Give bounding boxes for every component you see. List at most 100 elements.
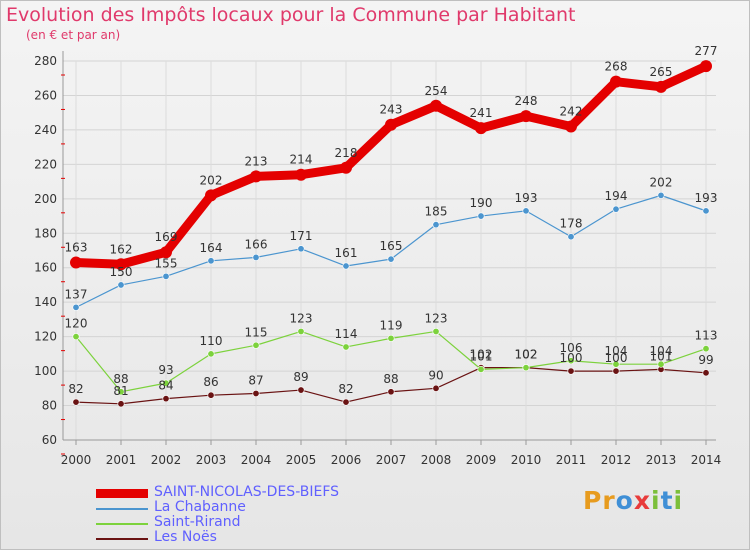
data-label: 102	[515, 348, 538, 362]
data-label: 190	[470, 196, 493, 210]
x-tick-label: 2010	[511, 453, 542, 467]
x-tick-label: 2008	[421, 453, 452, 467]
data-label: 277	[695, 44, 718, 58]
x-tick-label: 2005	[286, 453, 317, 467]
data-label: 202	[650, 175, 673, 189]
data-point	[252, 389, 260, 397]
logo-letter: P	[583, 486, 603, 515]
data-point	[522, 364, 530, 372]
data-point	[295, 168, 307, 181]
data-label: 162	[110, 242, 133, 256]
data-label: 82	[68, 382, 83, 396]
data-label: 104	[605, 344, 628, 358]
data-label: 166	[245, 237, 268, 251]
data-point	[385, 118, 397, 131]
legend-label: SAINT-NICOLAS-DES-BIEFS	[154, 484, 340, 500]
data-label: 88	[113, 372, 128, 386]
x-tick-label: 2012	[601, 453, 632, 467]
data-label: 106	[560, 341, 583, 355]
x-tick-label: 2002	[151, 453, 182, 467]
data-label: 150	[110, 265, 133, 279]
data-point	[657, 360, 665, 368]
data-label: 268	[605, 60, 628, 74]
y-tick-label: 60	[42, 433, 57, 447]
data-point	[565, 120, 577, 133]
legend-item: La Chabanne	[96, 499, 396, 516]
data-label: 100	[560, 351, 583, 365]
data-label: 99	[698, 353, 713, 367]
data-point	[72, 303, 80, 311]
data-label: 101	[650, 349, 673, 363]
y-tick-label: 100	[34, 364, 57, 378]
y-tick-label: 180	[34, 226, 57, 240]
data-point	[297, 327, 305, 335]
y-tick-label: 280	[34, 54, 57, 68]
data-label: 248	[515, 94, 538, 108]
data-point	[430, 99, 442, 112]
data-label: 89	[293, 370, 308, 384]
data-label: 185	[425, 205, 448, 219]
logo-letter: o	[615, 486, 634, 515]
data-label: 115	[245, 325, 268, 339]
data-label: 81	[113, 384, 128, 398]
data-label: 123	[290, 311, 313, 325]
logo-letter: t	[660, 486, 674, 515]
data-point	[342, 262, 350, 270]
data-point	[657, 191, 665, 199]
data-label: 243	[380, 103, 403, 117]
data-point	[432, 221, 440, 229]
chart-title: Evolution des Impôts locaux pour la Comm…	[6, 4, 576, 26]
y-tick-label: 220	[34, 157, 57, 171]
data-label: 119	[380, 318, 403, 332]
legend-swatch	[96, 508, 148, 510]
x-tick-label: 2009	[466, 453, 497, 467]
data-point	[567, 367, 575, 375]
data-point	[567, 233, 575, 241]
data-label: 178	[560, 217, 583, 231]
data-label: 123	[425, 311, 448, 325]
data-label: 84	[158, 379, 173, 393]
legend-label: La Chabanne	[154, 499, 246, 515]
logo-letter: x	[633, 486, 651, 515]
data-point	[162, 272, 170, 280]
data-point	[117, 281, 125, 289]
logo-letter: r	[602, 486, 616, 515]
data-point	[160, 246, 172, 259]
data-label: 114	[335, 327, 358, 341]
data-point	[387, 388, 395, 396]
data-point	[702, 345, 710, 353]
data-label: 164	[200, 241, 223, 255]
data-label: 194	[605, 189, 628, 203]
data-label: 137	[65, 287, 88, 301]
data-label: 88	[383, 372, 398, 386]
data-point	[567, 357, 575, 365]
data-label: 202	[200, 173, 223, 187]
data-point	[477, 365, 485, 373]
data-label: 171	[290, 229, 313, 243]
x-tick-label: 2003	[196, 453, 227, 467]
y-tick-label: 140	[34, 295, 57, 309]
x-tick-label: 2001	[106, 453, 137, 467]
data-label: 87	[248, 373, 263, 387]
x-tick-label: 2014	[691, 453, 722, 467]
data-point	[162, 379, 170, 387]
y-tick-label: 120	[34, 330, 57, 344]
data-point	[252, 341, 260, 349]
chart-subtitle: (en € et par an)	[26, 28, 121, 42]
data-label: 163	[65, 241, 88, 255]
data-label: 82	[338, 382, 353, 396]
data-point	[72, 398, 80, 406]
data-label: 169	[155, 230, 178, 244]
legend-label: Saint-Rirand	[154, 514, 241, 530]
x-tick-label: 2000	[61, 453, 92, 467]
data-point	[387, 334, 395, 342]
data-point	[655, 80, 667, 93]
legend-swatch	[96, 538, 148, 540]
data-label: 101	[470, 349, 493, 363]
data-label: 102	[515, 348, 538, 362]
data-label: 161	[335, 246, 358, 260]
data-point	[115, 258, 127, 271]
data-point	[297, 386, 305, 394]
data-point	[117, 388, 125, 396]
data-point	[522, 207, 530, 215]
